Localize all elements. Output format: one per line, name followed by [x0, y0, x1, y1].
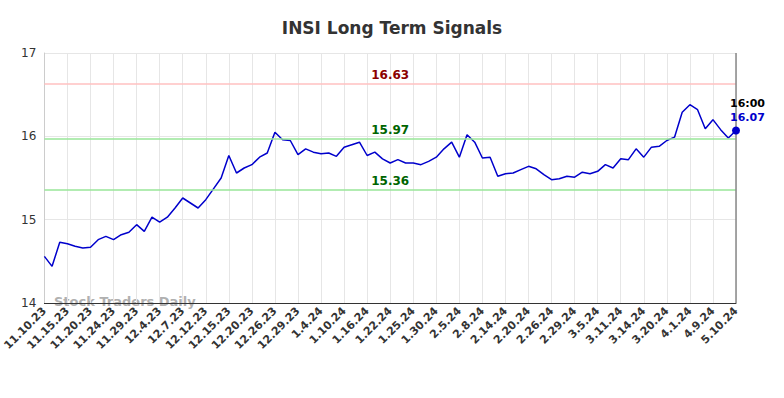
svg-text:14: 14	[21, 296, 36, 310]
svg-text:3.14.24: 3.14.24	[606, 304, 649, 347]
svg-text:12.29.23: 12.29.23	[255, 304, 303, 352]
svg-text:15: 15	[21, 213, 36, 227]
svg-text:1.22.24: 1.22.24	[352, 304, 395, 347]
svg-text:16.63: 16.63	[371, 68, 409, 82]
svg-text:11.20.23: 11.20.23	[47, 304, 96, 352]
svg-text:1.10.24: 1.10.24	[306, 304, 349, 347]
svg-text:3.11.24: 3.11.24	[583, 304, 626, 347]
svg-text:16: 16	[21, 129, 36, 143]
svg-text:1.4.24: 1.4.24	[288, 304, 326, 342]
svg-text:Stock Traders Daily: Stock Traders Daily	[54, 294, 196, 309]
svg-text:2.29.24: 2.29.24	[537, 304, 580, 347]
svg-text:11.10.23: 11.10.23	[1, 304, 49, 352]
svg-text:16.07: 16.07	[730, 111, 765, 124]
svg-text:12.20.23: 12.20.23	[208, 304, 257, 352]
svg-text:11.15.23: 11.15.23	[24, 304, 72, 352]
svg-text:12.15.23: 12.15.23	[185, 304, 234, 352]
svg-text:1.25.24: 1.25.24	[375, 304, 418, 347]
svg-text:1.30.24: 1.30.24	[398, 304, 441, 347]
svg-text:3.5.24: 3.5.24	[565, 304, 603, 342]
svg-text:2.14.24: 2.14.24	[467, 304, 511, 347]
svg-text:4.1.24: 4.1.24	[657, 304, 695, 342]
svg-text:2.26.24: 2.26.24	[514, 304, 557, 347]
svg-text:3.20.24: 3.20.24	[629, 304, 672, 347]
svg-text:12.7.23: 12.7.23	[145, 304, 188, 347]
svg-text:INSI Long Term Signals: INSI Long Term Signals	[282, 18, 502, 38]
svg-text:1.16.24: 1.16.24	[329, 304, 372, 347]
svg-text:5.10.24: 5.10.24	[698, 304, 740, 346]
svg-text:12.26.23: 12.26.23	[232, 304, 280, 352]
svg-text:2.5.24: 2.5.24	[427, 304, 464, 342]
svg-text:12.4.23: 12.4.23	[122, 304, 165, 347]
svg-text:2.20.24: 2.20.24	[491, 304, 534, 347]
svg-text:17: 17	[21, 46, 36, 60]
svg-text:11.24.23: 11.24.23	[70, 304, 119, 352]
svg-text:2.8.24: 2.8.24	[450, 304, 487, 342]
svg-text:16:00: 16:00	[730, 97, 765, 110]
svg-text:15.36: 15.36	[371, 174, 409, 188]
svg-text:4.9.24: 4.9.24	[680, 304, 718, 342]
svg-text:11.29.23: 11.29.23	[93, 304, 142, 352]
svg-text:12.12.23: 12.12.23	[162, 304, 211, 352]
svg-text:15.97: 15.97	[371, 123, 409, 137]
